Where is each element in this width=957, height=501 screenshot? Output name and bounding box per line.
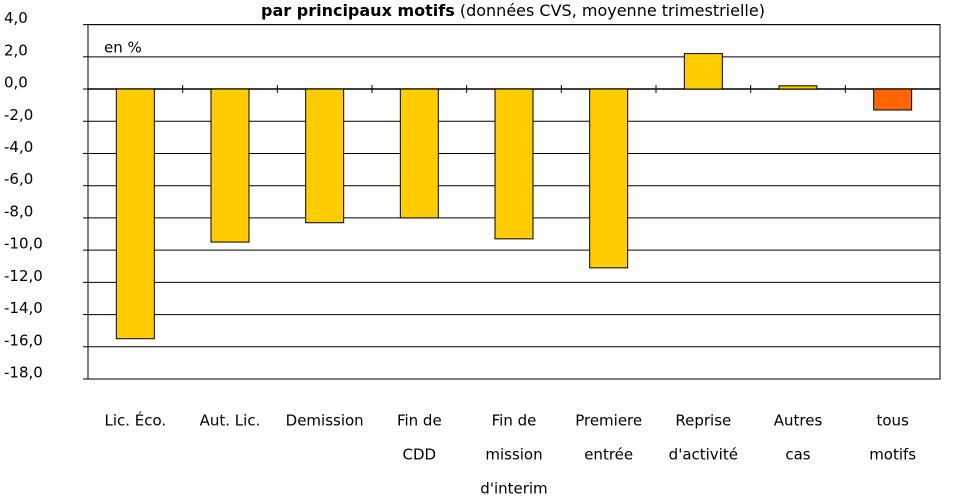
y-tick-label: -10,0	[4, 235, 43, 253]
y-tick-label: 4,0	[4, 9, 28, 27]
x-tick-label: Demission	[286, 412, 364, 430]
y-tick-label: -8,0	[4, 202, 33, 220]
x-tick-label: Reprise	[675, 412, 731, 430]
bar	[305, 88, 345, 224]
bar	[210, 88, 250, 243]
x-tick-label: Fin de	[492, 412, 537, 430]
bar	[115, 88, 155, 340]
x-tick-label: Premiere	[575, 412, 642, 430]
x-tick-label: d'activité	[669, 446, 738, 464]
y-tick-label: 2,0	[4, 41, 28, 59]
x-tick-label: Autres	[774, 412, 823, 430]
x-tick-label: Aut. Lic.	[200, 412, 261, 430]
x-tick-label: mission	[485, 446, 542, 464]
x-tick-label: entrée	[584, 446, 633, 464]
annotation: en %	[104, 39, 142, 57]
y-tick-label: -2,0	[4, 106, 33, 124]
x-tick-label: d'interim	[480, 480, 547, 498]
bar	[683, 53, 723, 90]
y-tick-label: -14,0	[4, 299, 43, 317]
bar	[399, 88, 439, 219]
x-tick-label: motifs	[869, 446, 916, 464]
bar	[494, 88, 534, 240]
bar	[873, 88, 913, 111]
bar	[778, 85, 818, 90]
y-tick-label: -18,0	[4, 364, 43, 382]
title-rest: (données CVS, moyenne trimestrielle)	[460, 1, 765, 20]
chart-title: par principaux motifs (données CVS, moye…	[261, 1, 765, 20]
x-tick-label: cas	[785, 446, 810, 464]
y-tick-label: 0,0	[4, 74, 28, 92]
y-tick-label: -16,0	[4, 331, 43, 349]
x-tick-label: tous	[876, 412, 909, 430]
x-tick-label: CDD	[403, 446, 437, 464]
y-tick-label: -6,0	[4, 170, 33, 188]
bar	[589, 88, 629, 269]
x-tick-label: Lic. Éco.	[104, 411, 166, 430]
y-tick-label: -12,0	[4, 267, 43, 285]
y-tick-label: -4,0	[4, 138, 33, 156]
x-tick-label: Fin de	[397, 412, 442, 430]
title-bold: par principaux motifs	[261, 1, 455, 20]
